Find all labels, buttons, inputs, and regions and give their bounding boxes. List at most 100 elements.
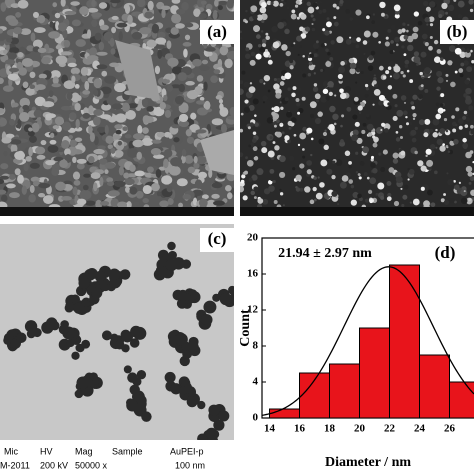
grain — [411, 105, 416, 110]
info-bar-a — [0, 207, 234, 216]
grain — [273, 124, 277, 128]
grain — [348, 57, 355, 64]
grain — [55, 181, 66, 191]
grain — [320, 43, 325, 48]
grain — [445, 129, 449, 133]
grain — [217, 0, 229, 6]
grain — [378, 40, 382, 44]
grain — [412, 94, 418, 100]
grain — [462, 115, 467, 120]
grain — [322, 131, 328, 137]
grain — [60, 51, 73, 56]
grain — [171, 13, 182, 24]
grain — [287, 120, 293, 126]
grain — [378, 152, 382, 156]
grain — [112, 134, 122, 140]
grain — [114, 149, 124, 158]
grain — [118, 31, 123, 42]
grain — [430, 202, 436, 208]
grain — [201, 59, 209, 65]
grain — [413, 51, 420, 57]
grain — [382, 75, 387, 80]
grain — [364, 93, 369, 98]
grain — [260, 1, 267, 8]
particle — [3, 332, 14, 343]
grain — [296, 102, 301, 107]
grain — [156, 191, 162, 197]
grain — [272, 141, 276, 144]
grain — [0, 175, 10, 180]
grain — [295, 98, 300, 102]
grain — [245, 47, 250, 52]
particle — [65, 301, 74, 311]
particle — [136, 370, 147, 380]
grain — [407, 44, 414, 52]
grain — [42, 101, 55, 108]
grain — [377, 182, 385, 190]
grain — [427, 73, 431, 77]
grain — [463, 190, 466, 193]
grain — [29, 84, 36, 90]
grain — [147, 0, 154, 11]
grain — [15, 124, 21, 129]
grain — [451, 63, 455, 66]
grain — [403, 53, 407, 57]
grain — [111, 15, 119, 20]
grain — [417, 20, 423, 26]
grain — [260, 30, 264, 33]
grain — [353, 96, 359, 102]
grain — [295, 0, 300, 5]
bar — [359, 327, 390, 419]
grain — [361, 129, 366, 135]
grain — [186, 90, 199, 100]
grain — [348, 165, 352, 169]
grain — [464, 79, 470, 85]
grain — [74, 84, 80, 89]
grain — [397, 29, 403, 34]
grain — [268, 54, 272, 58]
grain — [147, 166, 154, 173]
particle — [201, 314, 213, 326]
grain — [432, 118, 440, 126]
grain — [220, 123, 228, 134]
chart-label: (d) — [435, 243, 456, 262]
grain — [95, 199, 103, 210]
grain — [52, 2, 58, 8]
y-tick-label: 20 — [247, 232, 259, 244]
grain — [453, 0, 457, 2]
grain — [73, 180, 81, 186]
grain — [114, 82, 126, 93]
grain — [98, 2, 108, 9]
x-tick-label: 24 — [414, 423, 426, 435]
grain — [291, 9, 296, 14]
grain — [395, 43, 399, 47]
grain — [248, 144, 252, 148]
grain — [49, 20, 54, 28]
grain — [460, 189, 468, 197]
grain — [350, 184, 355, 189]
particle — [123, 365, 132, 374]
grain — [259, 6, 267, 14]
fit-curve — [261, 266, 474, 416]
grain — [432, 132, 439, 138]
grain — [309, 53, 314, 58]
grain — [146, 39, 157, 48]
grain — [142, 184, 152, 195]
grain — [273, 106, 280, 113]
grain — [315, 48, 319, 52]
grain — [250, 190, 256, 196]
grain — [243, 106, 250, 113]
y-tick-label: 4 — [253, 376, 259, 388]
grain — [256, 146, 260, 150]
grain — [74, 126, 83, 132]
grain — [281, 0, 284, 2]
grain — [440, 93, 445, 98]
grain — [284, 97, 289, 102]
grain — [362, 40, 368, 45]
grain — [288, 126, 292, 130]
grain — [181, 1, 189, 11]
grain — [71, 75, 76, 84]
grain — [455, 107, 460, 112]
grain — [84, 80, 90, 91]
grain — [252, 146, 258, 152]
